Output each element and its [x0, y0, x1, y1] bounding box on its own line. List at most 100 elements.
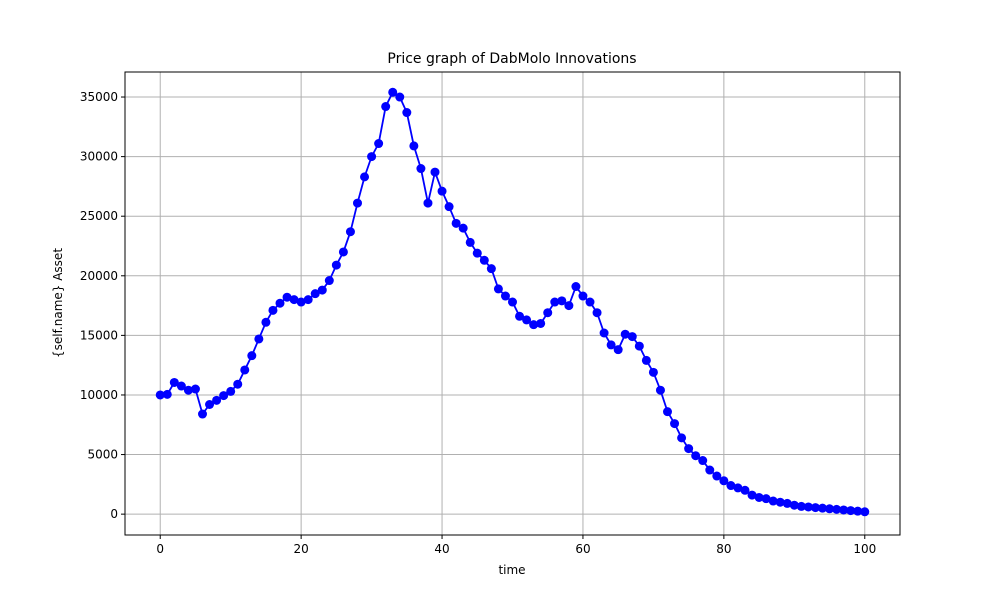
data-point: [219, 391, 229, 401]
data-point: [176, 381, 186, 391]
data-point: [796, 501, 806, 511]
y-tick-label: 25000: [80, 209, 118, 223]
x-tick-label: 0: [156, 542, 164, 556]
y-tick-label: 35000: [80, 90, 118, 104]
data-point: [726, 481, 736, 491]
data-point: [677, 433, 687, 443]
data-point: [198, 409, 207, 419]
x-tick-label: 40: [434, 542, 449, 556]
data-point: [472, 248, 482, 258]
data-point: [832, 504, 842, 514]
data-point: [648, 367, 658, 377]
data-point: [641, 355, 651, 365]
data-point: [508, 297, 517, 307]
data-point: [500, 291, 510, 301]
data-point: [486, 264, 496, 274]
data-point: [691, 451, 701, 461]
data-point: [338, 247, 348, 257]
data-point: [599, 328, 609, 338]
data-point: [310, 289, 320, 299]
data-point: [684, 444, 694, 454]
data-point: [360, 172, 370, 182]
data-point: [578, 291, 588, 301]
data-point: [183, 385, 193, 395]
data-point: [233, 379, 243, 389]
data-point: [529, 320, 539, 330]
data-point: [169, 377, 179, 387]
data-point: [458, 223, 468, 233]
data-point: [550, 297, 560, 307]
chart-title: Price graph of DabMolo Innovations: [387, 51, 636, 67]
data-point: [261, 317, 271, 327]
data-point: [353, 198, 362, 208]
y-axis-ticks: 0 5000 10000 15000 20000 25000 30000 35000: [80, 90, 125, 521]
y-tick-label: 0: [110, 507, 118, 521]
data-point: [374, 139, 384, 149]
data-point: [444, 202, 454, 212]
data-point: [381, 102, 391, 112]
y-tick-label: 5000: [87, 448, 118, 462]
x-tick-label: 80: [716, 542, 731, 556]
x-axis-label: time: [498, 563, 525, 577]
data-point: [670, 419, 680, 429]
data-point: [430, 167, 440, 177]
data-point: [268, 305, 278, 315]
data-point: [627, 332, 637, 342]
data-point: [247, 351, 257, 361]
data-point: [409, 141, 419, 151]
data-point: [317, 285, 327, 295]
data-point: [557, 296, 567, 306]
data-point: [768, 496, 778, 506]
data-point: [663, 407, 672, 417]
data-point: [212, 395, 222, 405]
data-point: [733, 483, 743, 493]
data-point: [825, 504, 835, 514]
data-point: [705, 465, 715, 475]
data-point: [331, 260, 341, 270]
data-point: [789, 500, 799, 510]
data-point: [345, 227, 355, 237]
data-point: [536, 318, 546, 328]
data-point: [761, 494, 771, 504]
grid-lines: [125, 72, 900, 535]
data-point: [585, 297, 595, 307]
data-point: [592, 308, 602, 318]
data-point: [839, 505, 849, 515]
data-point: [493, 284, 503, 294]
data-point: [719, 476, 729, 486]
x-tick-label: 60: [575, 542, 590, 556]
data-point: [860, 507, 870, 517]
x-axis-ticks: 0 20 40 60 80 100: [156, 535, 876, 556]
data-point: [240, 365, 250, 375]
data-point: [226, 386, 236, 396]
data-point: [775, 497, 785, 507]
y-tick-label: 20000: [80, 269, 118, 283]
data-point: [395, 92, 405, 102]
x-tick-label: 100: [853, 542, 876, 556]
data-point: [754, 492, 764, 502]
data-point: [698, 456, 708, 466]
data-point: [818, 503, 827, 513]
data-point: [367, 152, 377, 162]
data-point: [479, 255, 489, 265]
data-point: [451, 218, 461, 228]
data-point: [747, 490, 757, 500]
data-point: [740, 485, 750, 495]
x-tick-label: 20: [293, 542, 308, 556]
data-point: [613, 345, 623, 355]
data-point: [155, 390, 165, 400]
data-point: [190, 384, 200, 394]
data-point: [564, 301, 574, 311]
data-point: [254, 334, 264, 344]
data-point: [606, 340, 616, 350]
plot-frame: [124, 71, 901, 536]
y-tick-label: 15000: [80, 328, 118, 342]
data-point: [712, 471, 722, 481]
data-point: [416, 164, 426, 174]
data-point: [515, 311, 525, 321]
data-point: [634, 341, 644, 351]
data-point: [782, 498, 792, 508]
data-point: [388, 87, 398, 97]
data-point: [810, 503, 820, 513]
data-point: [571, 282, 581, 292]
